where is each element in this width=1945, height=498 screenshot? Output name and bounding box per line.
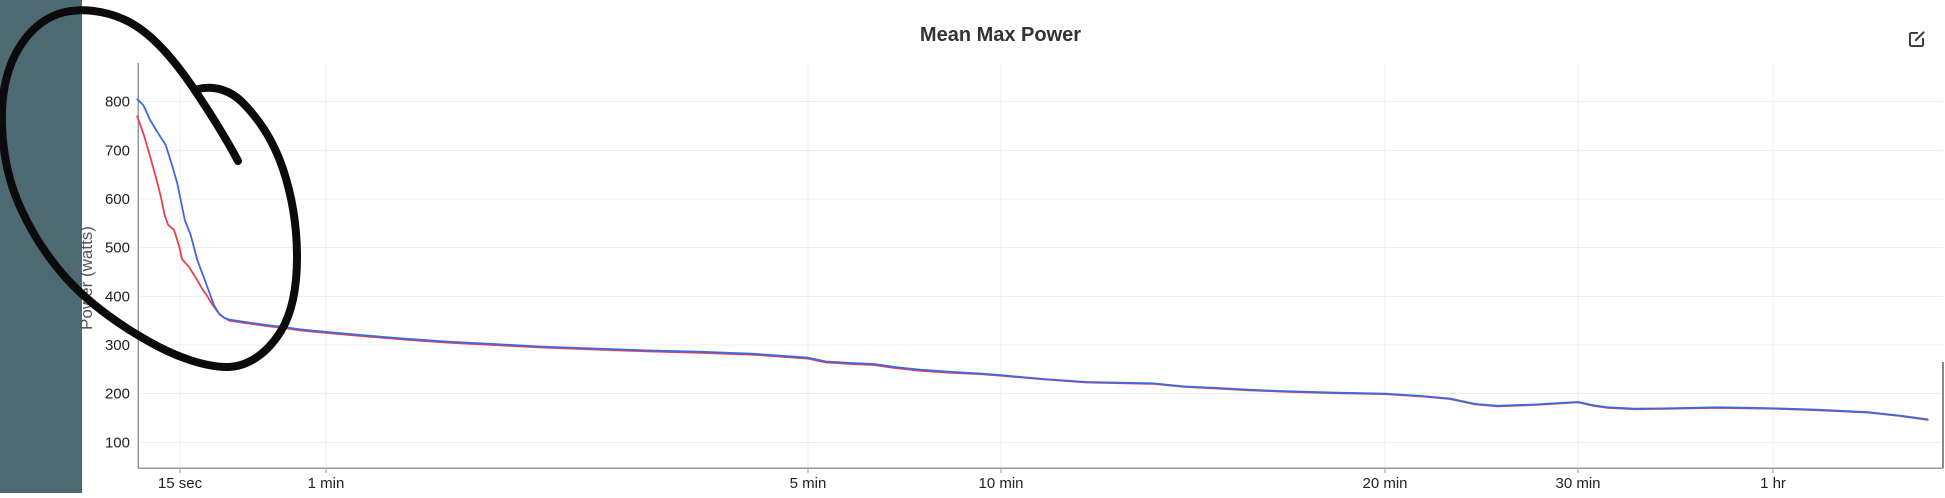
y-tick-label: 100 xyxy=(105,434,130,451)
x-tick-label: 15 sec xyxy=(158,475,203,492)
y-tick-label: 600 xyxy=(105,191,130,208)
y-tick-label: 700 xyxy=(105,142,130,159)
y-tick-label: 200 xyxy=(105,386,130,403)
x-tick-label: 5 min xyxy=(790,475,827,492)
plot-area[interactable] xyxy=(138,63,1943,468)
edit-pencil-square-icon xyxy=(1908,31,1925,48)
edit-chart-button[interactable] xyxy=(1908,30,1926,48)
y-tick-label: 300 xyxy=(105,337,130,354)
x-tick-label: 1 min xyxy=(308,475,345,492)
chart-title: Mean Max Power xyxy=(919,24,1082,46)
x-tick-label: 1 hr xyxy=(1760,475,1786,492)
freehand-circle-annotation xyxy=(0,6,301,371)
y-tick-label: 400 xyxy=(105,288,130,305)
series-line-activity-blue xyxy=(136,98,1929,421)
x-tick-label: 10 min xyxy=(978,475,1023,492)
y-tick-label: 800 xyxy=(105,94,130,111)
x-tick-label: 30 min xyxy=(1555,475,1600,492)
x-tick-label: 20 min xyxy=(1362,475,1407,492)
y-tick-label: 500 xyxy=(105,240,130,257)
